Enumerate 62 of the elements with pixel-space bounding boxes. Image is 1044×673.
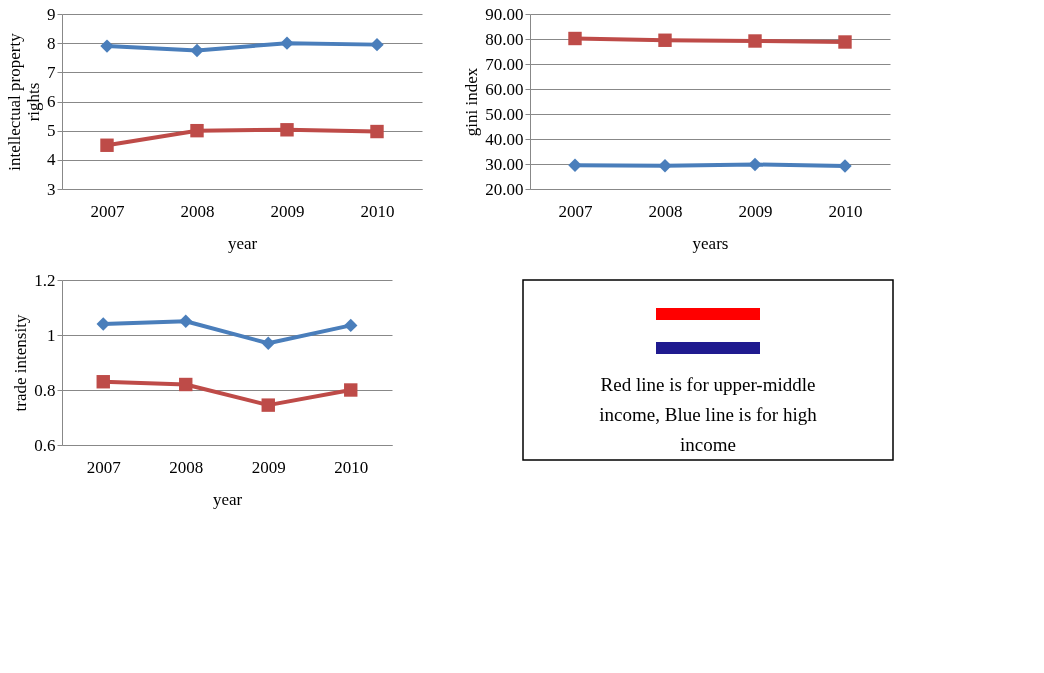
y-tick-label: 6 [47, 92, 56, 111]
point [658, 159, 672, 173]
x-tick-label: 2009 [251, 457, 286, 477]
point [658, 33, 672, 47]
y-tick-label: 1.2 [34, 270, 56, 290]
point [96, 375, 110, 389]
x-tick-label: 2007 [558, 201, 593, 221]
point [838, 159, 852, 173]
point [96, 317, 110, 331]
point [179, 377, 193, 392]
y-tick-label: 0.8 [34, 380, 56, 400]
point [344, 318, 358, 333]
text: Red line is for upper-middle income, Blue line is for high income [599, 374, 818, 455]
y-tick-label: 5 [47, 121, 56, 141]
y-tick-label: 50.00 [485, 104, 524, 124]
y-axis-title: intellectual property rights [5, 32, 43, 171]
y-axis-title: trade intensity [11, 314, 31, 412]
x-tick-label: 2010 [828, 201, 863, 221]
point [261, 398, 275, 412]
point [280, 36, 294, 50]
y-tick-label: 90.00 [485, 4, 524, 24]
point [190, 43, 204, 58]
x-tick-label: 2010 [360, 201, 395, 221]
y-tick-label: 3 [47, 179, 56, 199]
point [370, 124, 384, 139]
y-tick-label: 40.00 [485, 129, 524, 149]
point [179, 314, 193, 328]
y-tick-label: 60.00 [485, 79, 524, 99]
point [568, 31, 582, 46]
x-tick-label: 2007 [90, 201, 125, 221]
y-tick-label: 70.00 [485, 54, 524, 74]
x-tick-label: 2007 [86, 457, 122, 477]
y-tick-label: 30.00 [485, 154, 524, 174]
y-tick-label: 0.6 [34, 435, 56, 455]
point [568, 158, 582, 172]
x-axis-title: year [212, 489, 243, 509]
point [748, 34, 762, 48]
x-axis-title: year [227, 233, 258, 253]
y-tick-label: 20.00 [485, 179, 524, 199]
point [100, 39, 114, 53]
x-tick-label: 2009 [270, 201, 305, 221]
y-tick-label: 9 [47, 4, 56, 24]
x-tick-label: 2008 [648, 201, 683, 221]
x-tick-label: 2008 [180, 201, 215, 221]
y-tick-label: 4 [47, 150, 56, 170]
point [100, 138, 114, 152]
point [261, 336, 275, 350]
y-tick-label: 80.00 [485, 29, 524, 49]
x-tick-label: 2009 [738, 201, 773, 221]
point [190, 123, 204, 138]
point [280, 123, 294, 137]
x-tick-label: 2010 [334, 457, 369, 477]
point [838, 35, 852, 49]
y-tick-label: 1 [47, 325, 56, 345]
y-tick-label: 7 [47, 62, 56, 82]
point [748, 157, 762, 172]
y-tick-label: 8 [47, 33, 56, 53]
point [370, 37, 384, 52]
point [344, 383, 358, 397]
x-axis-title: years [692, 233, 729, 253]
y-axis-title: gini index [462, 67, 482, 137]
x-tick-label: 2008 [169, 457, 204, 477]
